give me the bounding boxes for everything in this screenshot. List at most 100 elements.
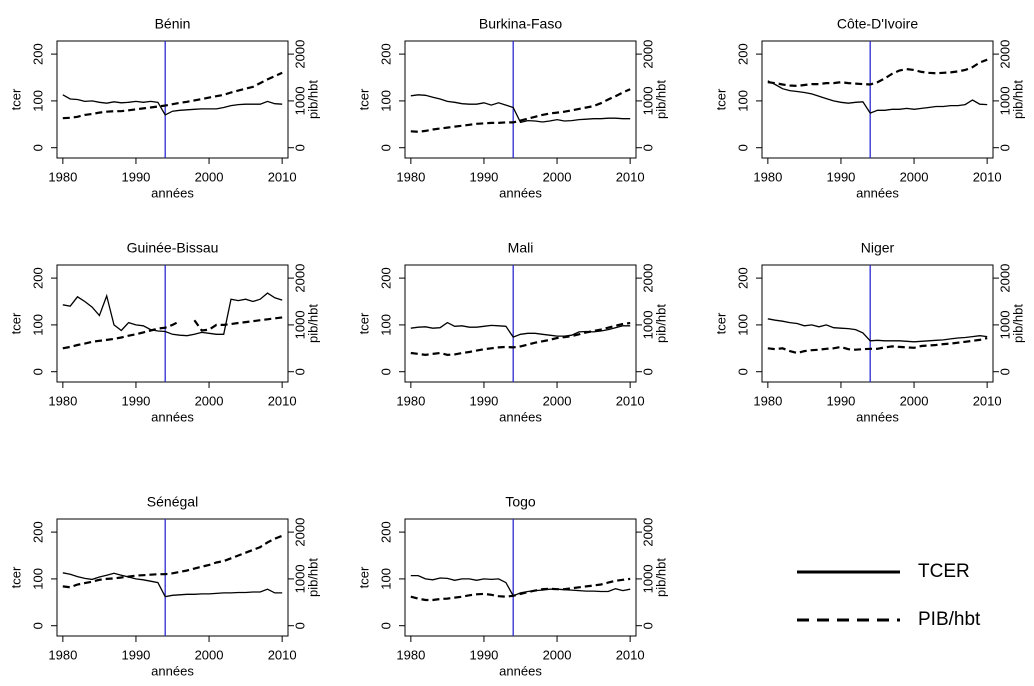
chart-title: Burkina-Faso: [479, 16, 562, 32]
x-tick-label: 1980: [396, 647, 425, 662]
y2-tick-label: 0: [292, 622, 307, 629]
y2-tick-label: 1000: [997, 310, 1012, 339]
y-axis-label: tcer: [713, 88, 728, 110]
y2-tick-label: 2000: [997, 264, 1012, 293]
y-tick-label: 0: [378, 368, 393, 375]
y-axis-label: tcer: [356, 566, 371, 588]
x-tick-label: 1990: [121, 169, 150, 184]
y2-axis-label: pib/hbt: [305, 304, 320, 343]
x-tick-label: 2010: [268, 647, 297, 662]
plot-frame: [404, 518, 637, 637]
x-tick-label: 2010: [973, 393, 1002, 408]
x-tick-label: 1990: [469, 169, 498, 184]
y-tick-label: 100: [735, 314, 750, 336]
data-line: [410, 321, 631, 338]
chart-title: Côte-D'Ivoire: [837, 16, 918, 32]
y-tick-label: 100: [735, 90, 750, 112]
data-line: [767, 336, 988, 355]
x-tick-label: 1990: [826, 393, 855, 408]
y2-axis-label: pib/hbt: [305, 558, 320, 597]
plot-frame: [404, 264, 637, 383]
data-line: [767, 80, 988, 114]
x-axis-label: années: [151, 663, 194, 678]
x-tick-label: 1980: [48, 169, 77, 184]
y-tick-label: 0: [735, 368, 750, 375]
y2-tick-label: 1000: [997, 86, 1012, 115]
y-axis-label: tcer: [713, 312, 728, 334]
y2-tick-label: 1000: [292, 310, 307, 339]
data-line: [62, 292, 283, 337]
y-axis-label: tcer: [356, 312, 371, 334]
x-tick-label: 2010: [268, 393, 297, 408]
y2-tick-label: 2000: [292, 40, 307, 69]
y-tick-label: 200: [30, 43, 45, 65]
y2-axis-label: pib/hbt: [305, 80, 320, 119]
y-tick-label: 0: [30, 622, 45, 629]
legend-label: TCER: [918, 561, 970, 582]
y2-tick-label: 1000: [292, 86, 307, 115]
y2-tick-label: 2000: [640, 264, 655, 293]
chart-title: Mali: [508, 240, 534, 256]
x-tick-label: 1990: [826, 169, 855, 184]
x-tick-label: 1990: [469, 393, 498, 408]
data-line: [62, 316, 283, 350]
chart-title: Guinée-Bissau: [127, 240, 219, 256]
x-tick-label: 2010: [616, 647, 645, 662]
legend-label: PIB/hbt: [918, 609, 981, 630]
y-tick-label: 200: [735, 267, 750, 289]
x-tick-label: 1980: [48, 647, 77, 662]
y-tick-label: 0: [378, 622, 393, 629]
y-tick-label: 100: [30, 314, 45, 336]
x-tick-label: 1980: [48, 393, 77, 408]
x-axis-label: années: [856, 185, 899, 200]
x-tick-label: 2010: [616, 393, 645, 408]
x-tick-label: 2010: [268, 169, 297, 184]
x-tick-label: 2000: [543, 647, 572, 662]
y-axis-label: tcer: [356, 88, 371, 110]
plot-frame: [56, 40, 289, 159]
y-tick-label: 100: [378, 568, 393, 590]
y-axis-label: tcer: [8, 88, 23, 110]
y2-tick-label: 0: [640, 144, 655, 151]
y-tick-label: 0: [378, 144, 393, 151]
x-tick-label: 2000: [195, 647, 224, 662]
plot-frame: [404, 40, 637, 159]
data-line: [410, 88, 631, 133]
y-axis-label: tcer: [8, 566, 23, 588]
y-tick-label: 100: [30, 90, 45, 112]
y2-tick-label: 0: [640, 368, 655, 375]
y-tick-label: 200: [735, 43, 750, 65]
y2-tick-label: 1000: [292, 564, 307, 593]
y2-tick-label: 1000: [640, 86, 655, 115]
x-tick-label: 2010: [973, 169, 1002, 184]
data-line: [410, 321, 631, 357]
y-tick-label: 200: [378, 43, 393, 65]
y2-tick-label: 2000: [292, 518, 307, 547]
x-tick-label: 1980: [753, 169, 782, 184]
y-tick-label: 200: [378, 521, 393, 543]
data-line: [62, 71, 283, 120]
data-line: [62, 572, 283, 598]
y2-tick-label: 0: [997, 144, 1012, 151]
x-tick-label: 1980: [396, 393, 425, 408]
y2-tick-label: 2000: [292, 264, 307, 293]
y2-axis-label: pib/hbt: [1010, 304, 1025, 343]
x-tick-label: 2000: [195, 169, 224, 184]
x-tick-label: 2000: [900, 393, 929, 408]
plot-frame: [56, 264, 289, 383]
x-tick-label: 1980: [396, 169, 425, 184]
chart-title: Togo: [505, 494, 536, 510]
y2-axis-label: pib/hbt: [1010, 80, 1025, 119]
x-axis-label: années: [856, 409, 899, 424]
y-tick-label: 100: [378, 90, 393, 112]
y2-axis-label: pib/hbt: [653, 80, 668, 119]
y2-tick-label: 2000: [640, 40, 655, 69]
y-tick-label: 200: [30, 267, 45, 289]
data-line: [767, 58, 988, 88]
plot-frame: [56, 518, 289, 637]
y-tick-label: 100: [378, 314, 393, 336]
y-tick-label: 100: [30, 568, 45, 590]
data-line: [62, 534, 283, 589]
y2-tick-label: 0: [640, 622, 655, 629]
